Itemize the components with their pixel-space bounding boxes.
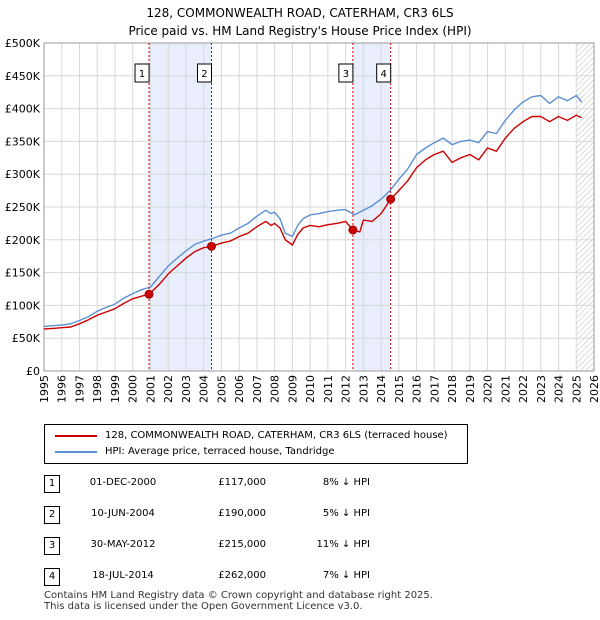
x-tick-label: 1998 xyxy=(91,375,104,403)
sale-point-3 xyxy=(348,225,358,235)
x-tick-label: 2008 xyxy=(269,375,282,403)
sale-row-4: 4 18-JUL-2014 £262,000 7% ↓ HPI xyxy=(0,568,600,588)
x-tick-label: 2020 xyxy=(482,375,495,403)
x-tick-label: 2019 xyxy=(464,375,477,403)
x-tick-label: 2004 xyxy=(198,375,211,403)
x-tick-label: 2018 xyxy=(446,375,459,403)
x-tick-label: 2026 xyxy=(588,375,600,403)
sale-label-box-3 xyxy=(338,63,354,83)
sale-number: 4 xyxy=(44,568,60,586)
y-tick-label: £100K xyxy=(5,299,41,312)
x-tick-label: 1999 xyxy=(109,375,122,403)
x-tick-label: 1996 xyxy=(56,375,69,403)
x-tick-label: 2001 xyxy=(144,375,157,403)
property-series-line xyxy=(43,114,582,330)
x-tick-label: 2024 xyxy=(553,375,566,403)
x-tick-label: 2022 xyxy=(517,375,530,403)
y-tick-label: £500K xyxy=(5,37,41,50)
sale-price: £117,000 xyxy=(218,477,266,488)
sale-number: 1 xyxy=(44,475,60,493)
x-tick-label: 2021 xyxy=(499,375,512,403)
sale-price: £215,000 xyxy=(218,539,266,550)
x-tick-label: 2023 xyxy=(535,375,548,403)
legend-label-property: 128, COMMONWEALTH ROAD, CATERHAM, CR3 6L… xyxy=(105,430,448,441)
sale-date: 18-JUL-2014 xyxy=(92,570,154,581)
sale-date: 01-DEC-2000 xyxy=(89,477,157,488)
legend-swatch-property xyxy=(55,435,97,437)
x-tick-label: 2015 xyxy=(393,375,406,403)
title-line-2: Price paid vs. HM Land Registry's House … xyxy=(128,24,472,38)
x-tick-label: 2002 xyxy=(162,375,175,403)
plot-border xyxy=(43,42,595,372)
sale-label-box-4 xyxy=(376,63,392,83)
sale-row-3: 3 30-MAY-2012 £215,000 11% ↓ HPI xyxy=(0,537,600,557)
sale-point-2 xyxy=(206,241,216,251)
sale-date: 10-JUN-2004 xyxy=(91,508,155,519)
x-tick-label: 2014 xyxy=(375,375,388,403)
sale-point-4 xyxy=(386,194,396,204)
sale-number: 2 xyxy=(44,506,60,524)
legend-label-hpi: HPI: Average price, terraced house, Tand… xyxy=(105,446,335,457)
x-tick-label: 2009 xyxy=(286,375,299,403)
x-tick-label: 2000 xyxy=(127,375,140,403)
chart-title: 128, COMMONWEALTH ROAD, CATERHAM, CR3 6L… xyxy=(0,4,600,40)
y-tick-label: £150K xyxy=(5,267,41,280)
x-tick-label: 2025 xyxy=(570,375,583,403)
sale-label-2: 2 xyxy=(201,69,207,80)
x-tick-label: 2011 xyxy=(322,375,335,403)
y-tick-label: £300K xyxy=(5,168,41,181)
x-tick-label: 2003 xyxy=(180,375,193,403)
x-tick-label: 1997 xyxy=(73,375,86,403)
y-tick-label: £350K xyxy=(5,135,41,148)
x-tick-label: 2016 xyxy=(411,375,424,403)
x-tick-label: 2013 xyxy=(357,375,370,403)
x-tick-label: 2012 xyxy=(340,375,353,403)
sale-label-4: 4 xyxy=(380,69,386,80)
sale-hpi-diff: 7% ↓ HPI xyxy=(322,570,370,581)
x-tick-label: 1995 xyxy=(38,375,51,403)
x-tick-label: 2017 xyxy=(428,375,441,403)
y-tick-label: £250K xyxy=(5,201,41,214)
sale-row-1: 1 01-DEC-2000 £117,000 8% ↓ HPI xyxy=(0,475,600,495)
y-tick-label: £200K xyxy=(5,234,41,247)
y-tick-label: £400K xyxy=(5,103,41,116)
footer-line-1: Contains HM Land Registry data © Crown c… xyxy=(44,590,433,601)
footer: Contains HM Land Registry data © Crown c… xyxy=(44,590,433,612)
legend-swatch-hpi xyxy=(55,451,97,453)
sale-date: 30-MAY-2012 xyxy=(90,539,156,550)
sale-row-2: 2 10-JUN-2004 £190,000 5% ↓ HPI xyxy=(0,506,600,526)
y-tick-label: £450K xyxy=(5,70,41,83)
x-tick-label: 2010 xyxy=(304,375,317,403)
chart-legend: 128, COMMONWEALTH ROAD, CATERHAM, CR3 6L… xyxy=(44,424,468,464)
sale-hpi-diff: 8% ↓ HPI xyxy=(322,477,370,488)
x-tick-label: 2007 xyxy=(251,375,264,403)
sale-label-1: 1 xyxy=(139,69,145,80)
sale-number: 3 xyxy=(44,537,60,555)
x-tick-label: 2006 xyxy=(233,375,246,403)
y-tick-label: £50K xyxy=(12,332,41,345)
sale-price: £190,000 xyxy=(218,508,266,519)
title-line-1: 128, COMMONWEALTH ROAD, CATERHAM, CR3 6L… xyxy=(146,6,454,20)
sale-hpi-diff: 11% ↓ HPI xyxy=(316,539,370,550)
footer-line-2: This data is licensed under the Open Gov… xyxy=(44,601,363,612)
sale-label-box-1 xyxy=(134,63,150,83)
sale-price: £262,000 xyxy=(218,570,266,581)
price-chart: £0 £50K £100K £150K £200K £250K £300K £350K £400… xyxy=(5,37,600,403)
sale-hpi-diff: 5% ↓ HPI xyxy=(322,508,370,519)
x-tick-label: 2005 xyxy=(215,375,228,403)
hpi-series-line xyxy=(43,94,583,328)
y-tick-label: £0 xyxy=(26,365,40,378)
sale-point-1 xyxy=(144,289,154,299)
sale-label-3: 3 xyxy=(343,69,349,80)
sale-label-box-2 xyxy=(196,63,212,83)
